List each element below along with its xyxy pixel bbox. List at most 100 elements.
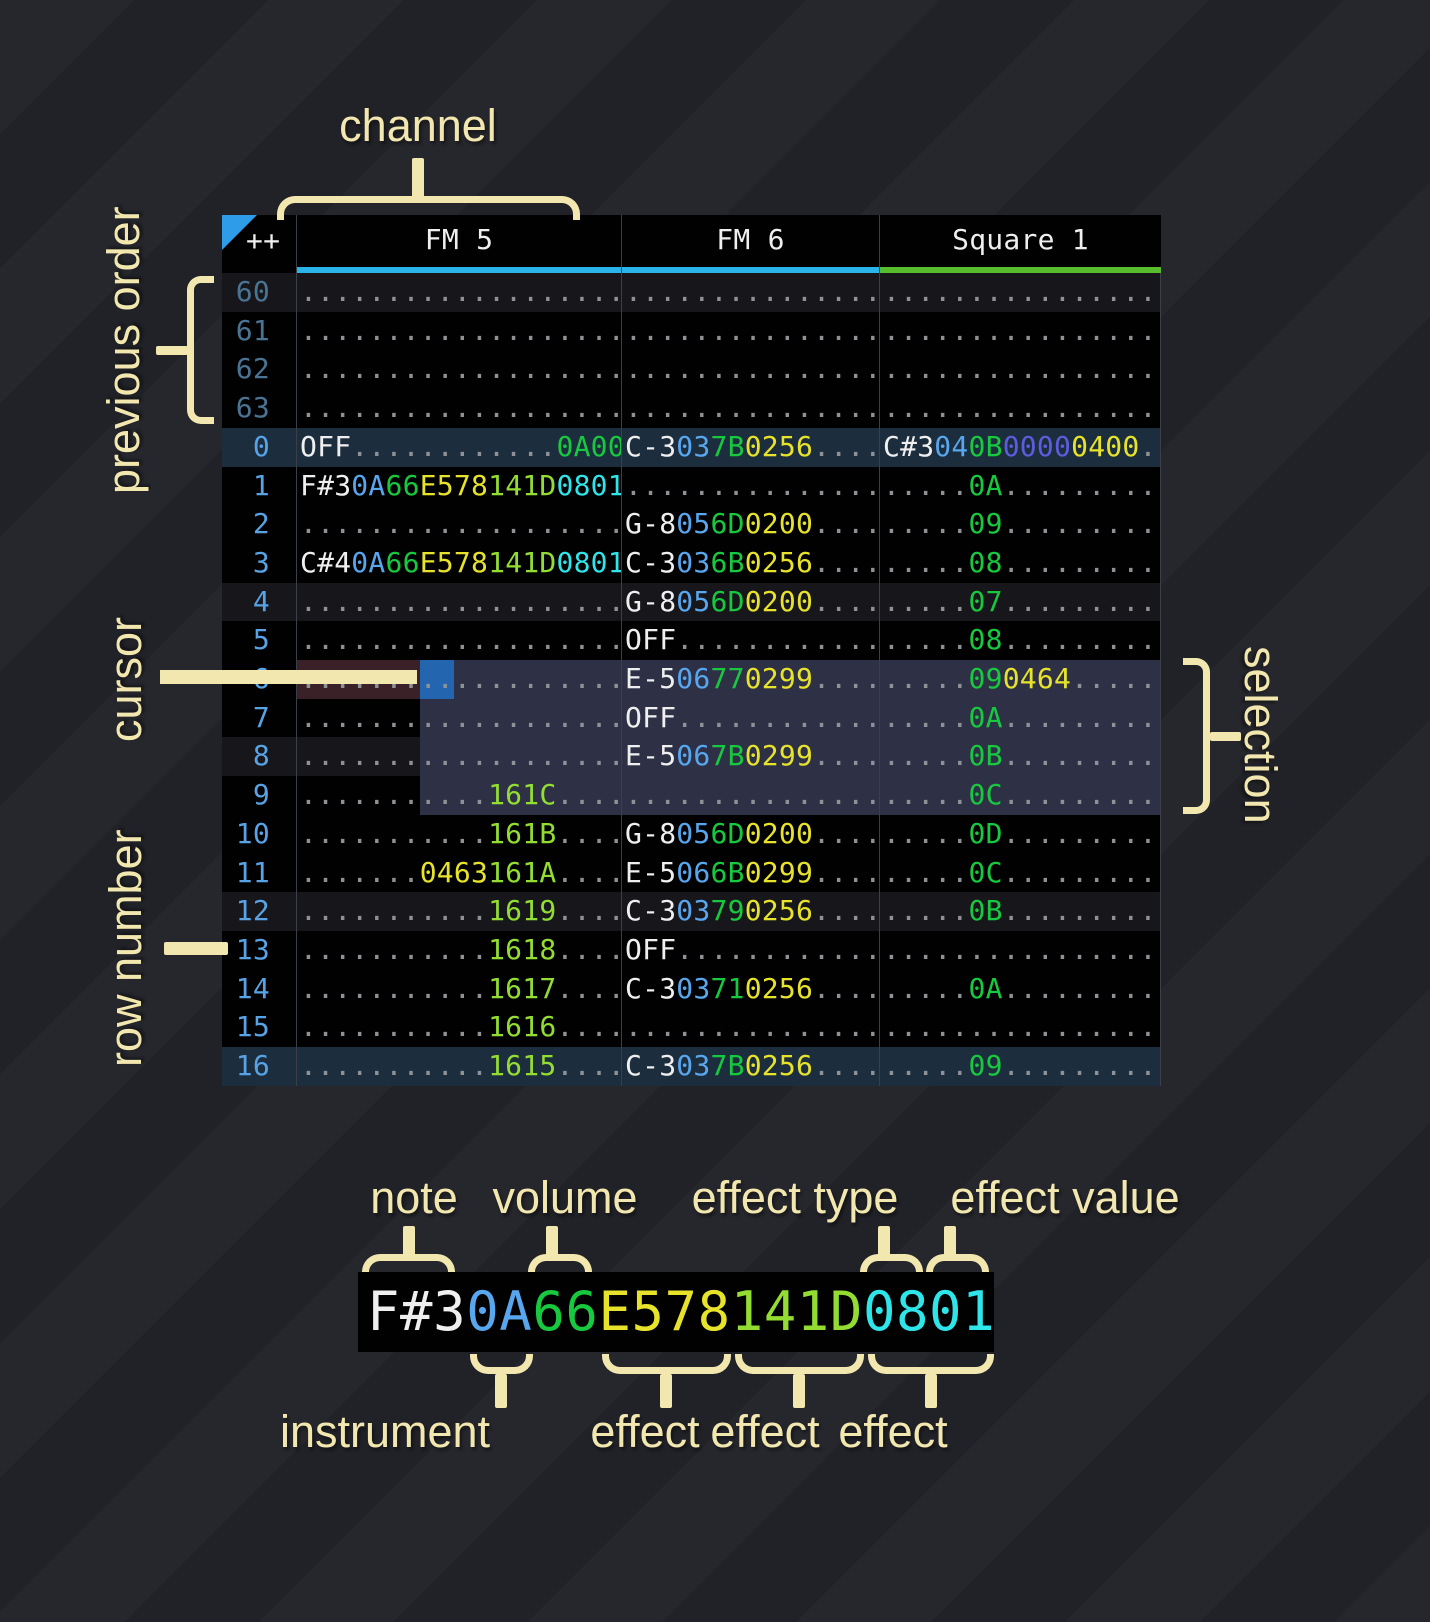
pattern-cell-square-1[interactable]: .....0D.......... — [880, 814, 1161, 854]
channel-header-fm-6[interactable]: FM 6 — [622, 215, 880, 273]
pattern-row-8: 8................... E-5067B0299.........… — [222, 737, 1161, 777]
selection-annotation-label: selection — [1235, 646, 1286, 824]
pattern-cell-fm-6[interactable]: G-8056D0200.... — [622, 582, 880, 622]
pattern-cell-fm-5[interactable]: ................... — [297, 350, 622, 390]
pattern-cell-square-1[interactable]: ................. — [880, 311, 1161, 351]
pattern-cell-square-1[interactable]: .....0C.......... — [880, 853, 1161, 893]
pattern-cell-square-1[interactable]: .....0A.......... — [880, 698, 1161, 738]
row-number[interactable]: 63 — [222, 389, 297, 428]
order-corner[interactable]: ++ — [222, 215, 297, 273]
pattern-cell-square-1[interactable]: ................. — [880, 1008, 1161, 1048]
row-number[interactable]: 10 — [222, 814, 297, 854]
row-number[interactable]: 5 — [222, 621, 297, 661]
pattern-cell-square-1[interactable]: .....08.......... — [880, 543, 1161, 583]
row-number[interactable]: 14 — [222, 969, 297, 1009]
pattern-cell-fm-6[interactable]: ............... — [622, 389, 880, 428]
pattern-cell-fm-5[interactable]: C#40A66E578141D0801 — [297, 543, 622, 583]
pattern-cell-fm-6[interactable]: ............... — [622, 1008, 880, 1048]
pattern-cell-fm-5[interactable]: ...........1617.... — [297, 969, 622, 1009]
pattern-cell-square-1[interactable]: .....0B.......... — [880, 892, 1161, 931]
pattern-cell-fm-5[interactable]: ................... — [297, 582, 622, 622]
pattern-row-2: 2................... G-8056D0200.........… — [222, 505, 1161, 544]
row-number[interactable]: 1 — [222, 466, 297, 506]
pattern-cell-square-1[interactable]: .....0A.......... — [880, 466, 1161, 506]
pattern-cell-fm-6[interactable]: C-3036B0256.... — [622, 543, 880, 583]
row-number[interactable]: 11 — [222, 853, 297, 893]
pattern-cell-fm-6[interactable]: ............... — [622, 273, 880, 312]
pattern-cell-fm-6[interactable]: C-303790256.... — [622, 892, 880, 931]
pattern-cell-fm-5[interactable]: ...........1619.... — [297, 892, 622, 931]
pattern-cell-square-1[interactable]: .....0C.......... — [880, 776, 1161, 815]
pattern-cell-fm-5[interactable]: ...........161B.... — [297, 814, 622, 854]
pattern-cell-fm-6[interactable]: E-5066B0299.... — [622, 853, 880, 893]
pattern-cell-square-1[interactable]: C#3040B00000400.. — [880, 427, 1161, 467]
pattern-cell-fm-6[interactable]: G-8056D0200.... — [622, 505, 880, 544]
pattern-cell-fm-6[interactable]: ............... — [622, 776, 880, 815]
channel-name: FM 6 — [716, 223, 785, 256]
channel-color-underline — [622, 267, 879, 273]
pattern-cell-fm-6[interactable]: E-5067B0299.... — [622, 737, 880, 777]
channel-header-fm-5[interactable]: FM 5 — [297, 215, 622, 273]
pattern-cell-square-1[interactable]: .....09.......... — [880, 505, 1161, 544]
row-number[interactable]: 7 — [222, 698, 297, 738]
pattern-cell-fm-5[interactable]: ................... — [297, 273, 622, 312]
pattern-cell-square-1[interactable]: .....08.......... — [880, 621, 1161, 661]
channel-annotation-tick — [412, 158, 424, 200]
pattern-cell-fm-6[interactable]: OFF............ — [622, 698, 880, 738]
pattern-cell-square-1[interactable]: ................. — [880, 350, 1161, 390]
pattern-cell-fm-5[interactable]: ...........1615.... — [297, 1047, 622, 1086]
row-number[interactable]: 8 — [222, 737, 297, 777]
pattern-cell-fm-6[interactable]: OFF............ — [622, 930, 880, 970]
pattern-cell-fm-6[interactable]: OFF............ — [622, 621, 880, 661]
pattern-cell-fm-5[interactable]: OFF............0A00 — [297, 427, 622, 467]
row-number[interactable]: 61 — [222, 311, 297, 351]
row-number[interactable]: 60 — [222, 273, 297, 312]
pattern-row-5: 5................... OFF.................… — [222, 621, 1161, 661]
pattern-cell-fm-6[interactable]: G-8056D0200.... — [622, 814, 880, 854]
pattern-cell-fm-5[interactable]: ................... — [297, 698, 622, 738]
pattern-cell-square-1[interactable]: .....0A.......... — [880, 969, 1161, 1009]
pattern-cell-fm-6[interactable]: E-506770299.... — [622, 660, 880, 699]
channel-headers: FM 5 FM 6 Square 1 — [297, 215, 1161, 273]
channel-header-square-1[interactable]: Square 1 — [880, 215, 1161, 273]
pattern-cell-fm-5[interactable]: ................... — [297, 311, 622, 351]
row-number[interactable]: 13 — [222, 930, 297, 970]
pattern-cell-square-1[interactable]: .....09.......... — [880, 1047, 1161, 1086]
pattern-row-11: 11 .......0463161A.... E-5066B0299........… — [222, 853, 1161, 893]
pattern-row-0: 0 OFF............0A00 C-3037B0256.... C#304… — [222, 427, 1161, 467]
pattern-cell-fm-5[interactable]: ...........1616.... — [297, 1008, 622, 1048]
pattern-cell-fm-6[interactable]: ............... — [622, 311, 880, 351]
pattern-cell-square-1[interactable]: ................. — [880, 389, 1161, 428]
pattern-cell-fm-5[interactable]: ................... — [297, 621, 622, 661]
channel-color-underline — [880, 267, 1161, 273]
row-number[interactable]: 3 — [222, 543, 297, 583]
pattern-cell-square-1[interactable]: .....0B.......... — [880, 737, 1161, 777]
pattern-cell-square-1[interactable]: ................. — [880, 273, 1161, 312]
pattern-cell-fm-6[interactable]: ............... — [622, 350, 880, 390]
pattern-cell-fm-6[interactable]: C-303710256.... — [622, 969, 880, 1009]
pattern-cell-fm-5[interactable]: F#30A66E578141D0801 — [297, 466, 622, 506]
row-number[interactable]: 2 — [222, 505, 297, 544]
selection-annotation-bracket — [1183, 658, 1210, 814]
row-number[interactable]: 12 — [222, 892, 297, 931]
row-number[interactable]: 9 — [222, 776, 297, 815]
pattern-cell-fm-5[interactable]: ...........161C.... — [297, 776, 622, 815]
pattern-cell-fm-5[interactable]: ...........1618.... — [297, 930, 622, 970]
pattern-cell-fm-5[interactable]: ................... — [297, 737, 622, 777]
row-number[interactable]: 4 — [222, 582, 297, 622]
pattern-cell-fm-5[interactable]: ................... — [297, 389, 622, 428]
pattern-cell-fm-5[interactable]: .......0463161A.... — [297, 853, 622, 893]
row-number[interactable]: 62 — [222, 350, 297, 390]
pattern-cell-square-1[interactable]: .....07.......... — [880, 582, 1161, 622]
row-number[interactable]: 0 — [222, 427, 297, 467]
row-number[interactable]: 16 — [222, 1047, 297, 1086]
pattern-cell-fm-6[interactable]: C-3037B0256.... — [622, 427, 880, 467]
row-number[interactable]: 15 — [222, 1008, 297, 1048]
pattern-cell-fm-5[interactable]: ................... — [297, 505, 622, 544]
pattern-cell-fm-6[interactable]: C-3037B0256.... — [622, 1047, 880, 1086]
pattern-cell-square-1[interactable]: .....090464...... — [880, 660, 1161, 699]
pattern-cell-square-1[interactable]: ................. — [880, 930, 1161, 970]
selection-annotation-tick — [1210, 732, 1241, 741]
pattern-row-62: 62......................................… — [222, 350, 1161, 390]
pattern-cell-fm-6[interactable]: ............... — [622, 466, 880, 506]
